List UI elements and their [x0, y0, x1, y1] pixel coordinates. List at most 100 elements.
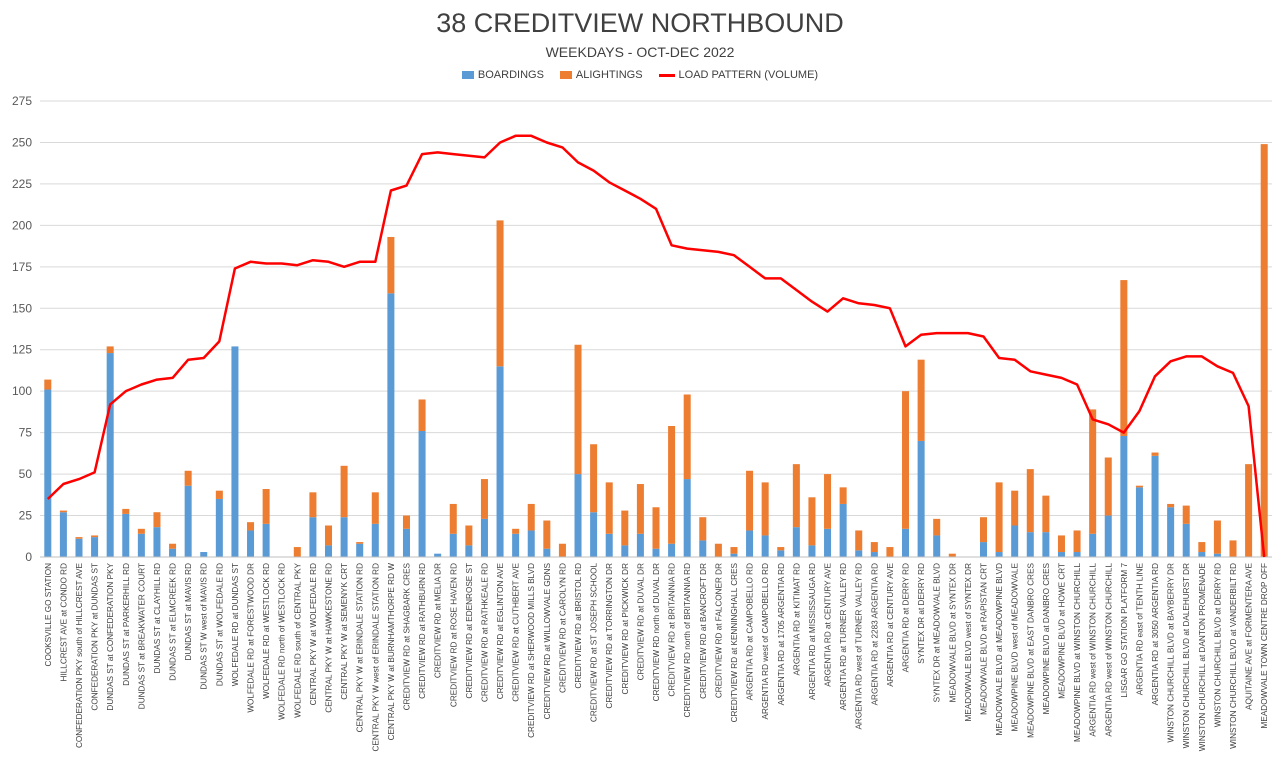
chart-legend: BOARDINGS ALIGHTINGS LOAD PATTERN (VOLUM…: [0, 69, 1280, 81]
x-tick-label: CREDITVIEW RD at ST JOSEPH SCHOOL: [590, 563, 599, 723]
x-tick-label: ARGENTIA RD at DERRY RD: [902, 563, 911, 672]
bar-boardings: [730, 553, 738, 557]
bar-boardings: [356, 543, 364, 557]
bar-alightings: [1011, 490, 1019, 526]
bar-alightings: [512, 528, 520, 534]
bar-alightings: [995, 482, 1003, 553]
bar-boardings: [995, 552, 1003, 557]
y-tick-label: 200: [12, 218, 32, 232]
bar-boardings: [917, 440, 925, 557]
bar-alightings: [247, 522, 255, 531]
bar-alightings: [699, 517, 707, 541]
x-tick-label: SYNTEX DR at MEADOWVALE BLVD: [933, 563, 942, 702]
bar-alightings: [714, 543, 722, 557]
legend-item-load-pattern: LOAD PATTERN (VOLUME): [658, 69, 819, 81]
bar-alightings: [824, 474, 832, 529]
bar-boardings: [434, 553, 442, 557]
bar-boardings: [870, 552, 878, 557]
bar-boardings: [480, 518, 488, 557]
bar-alightings: [761, 482, 769, 536]
bar-boardings: [1151, 455, 1159, 557]
bar-alightings: [1182, 505, 1190, 524]
bar-alightings: [215, 490, 223, 499]
bar-alightings: [730, 547, 738, 554]
bar-alightings: [605, 482, 613, 534]
bar-boardings: [902, 528, 910, 557]
bar-alightings: [122, 508, 130, 514]
bar-alightings: [636, 484, 644, 534]
bar-boardings: [792, 527, 800, 557]
x-tick-label: WINSTON CHURCHILL BLVD at DALEHURST DR: [1182, 563, 1191, 748]
x-tick-label: CREDITVIEW RD at WILLOWVALE GDNS: [543, 562, 552, 719]
bar-boardings: [231, 346, 239, 557]
x-tick-label: CENTRAL PKY W at WOLFEDALE RD: [309, 563, 318, 705]
x-tick-label: CREDITVIEW RD at SHERWOOD MILLS BLVD: [527, 563, 536, 738]
bar-boardings: [122, 513, 130, 557]
x-tick-label: ARGENTIA RD at 1705 ARGENTIA RD: [777, 563, 786, 706]
x-tick-label: DUNDAS ST at WOLFEDALE RD: [215, 563, 224, 686]
y-tick-label: 175: [12, 260, 32, 274]
x-tick-label: WINSTON CHURCHILL at DANTON PROMENADE: [1198, 562, 1207, 751]
x-tick-label: WOLFEDALE RD at DUNDAS ST: [231, 563, 240, 686]
bar-alightings: [1260, 144, 1268, 557]
bar-boardings: [1167, 507, 1175, 557]
bar-alightings: [309, 492, 317, 518]
bar-boardings: [1198, 552, 1206, 557]
bar-alightings: [1198, 542, 1206, 553]
x-tick-label: CREDITVIEW RD north of DUVAL DR: [652, 563, 661, 701]
x-tick-label: MEADOWPINE BLVD at WINSTON CHURCHILL: [1073, 563, 1082, 742]
bar-alightings: [449, 503, 457, 534]
bar-alightings: [1151, 452, 1159, 456]
y-tick-label: 75: [19, 426, 33, 440]
bar-boardings: [215, 498, 223, 557]
x-tick-label: CREDITVIEW RD at DUVAL DR: [636, 563, 645, 680]
bar-alightings: [668, 426, 676, 544]
x-tick-label: MEADOWVALE TOWN CENTRE DROP OFF: [1260, 563, 1269, 728]
bar-alightings: [590, 444, 598, 513]
bar-boardings: [699, 540, 707, 557]
bar-boardings: [543, 548, 551, 557]
bar-boardings: [621, 545, 629, 557]
x-tick-label: DUNDAS ST at MAVIS RD: [184, 563, 193, 661]
bar-boardings: [605, 533, 613, 557]
bar-boardings: [1120, 435, 1128, 557]
bar-boardings: [387, 293, 395, 557]
bar-alightings: [855, 530, 863, 551]
legend-swatch-load-pattern: [658, 73, 675, 77]
bar-alightings: [1089, 409, 1097, 534]
bar-boardings: [933, 535, 941, 557]
bar-boardings: [1135, 487, 1143, 557]
x-tick-label: ARGENTIA RD east of TENTH LINE: [1135, 562, 1144, 695]
x-tick-label: CREDITVIEW RD at CUTHBERT AVE: [512, 562, 521, 701]
bar-alightings: [387, 236, 395, 294]
bar-alightings: [59, 510, 67, 513]
bar-alightings: [792, 464, 800, 528]
bar-alightings: [808, 497, 816, 546]
x-tick-label: ARGENTIA RD at CENTURY AVE: [824, 562, 833, 686]
x-tick-label: WOLFEDALE RD north of WESTLOCK RD: [278, 563, 287, 720]
bar-alightings: [106, 346, 114, 354]
bar-alightings: [574, 344, 582, 475]
x-tick-label: CENTRAL PKY W at ERINDALE STATION RD: [356, 563, 365, 732]
y-tick-label: 125: [12, 343, 32, 357]
bar-alightings: [979, 517, 988, 543]
x-tick-label: CREDITVIEW RD at FALCONER DR: [714, 563, 723, 698]
legend-label-load-pattern: LOAD PATTERN (VOLUME): [678, 69, 819, 81]
x-tick-label: AQUITAINE AVE at FORMENTERA AVE: [1245, 562, 1254, 709]
bar-alightings: [683, 394, 691, 480]
bar-alightings: [1073, 530, 1081, 553]
bar-boardings: [247, 530, 255, 557]
bar-alightings: [169, 543, 177, 549]
bar-alightings: [777, 547, 785, 551]
bar-alightings: [1245, 464, 1253, 557]
bar-alightings: [933, 518, 941, 536]
x-tick-label: CREDITVIEW RD at RATHBURN RD: [418, 563, 427, 699]
bar-boardings: [153, 527, 161, 557]
legend-item-boardings: BOARDINGS: [461, 69, 544, 81]
x-tick-label: ARGENTIA RD at CAMPOBELLO RD: [746, 563, 755, 700]
bar-alightings: [621, 510, 629, 546]
bar-alightings: [1229, 540, 1237, 557]
x-tick-label: CREDITVIEW RD at BRITANNIA RD: [668, 563, 677, 697]
bar-alightings: [543, 520, 551, 549]
bar-boardings: [1213, 553, 1221, 557]
